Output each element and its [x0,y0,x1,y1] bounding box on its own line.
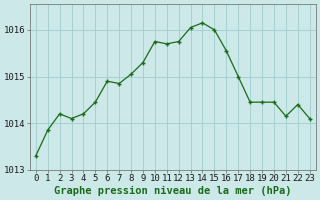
X-axis label: Graphe pression niveau de la mer (hPa): Graphe pression niveau de la mer (hPa) [54,186,292,196]
